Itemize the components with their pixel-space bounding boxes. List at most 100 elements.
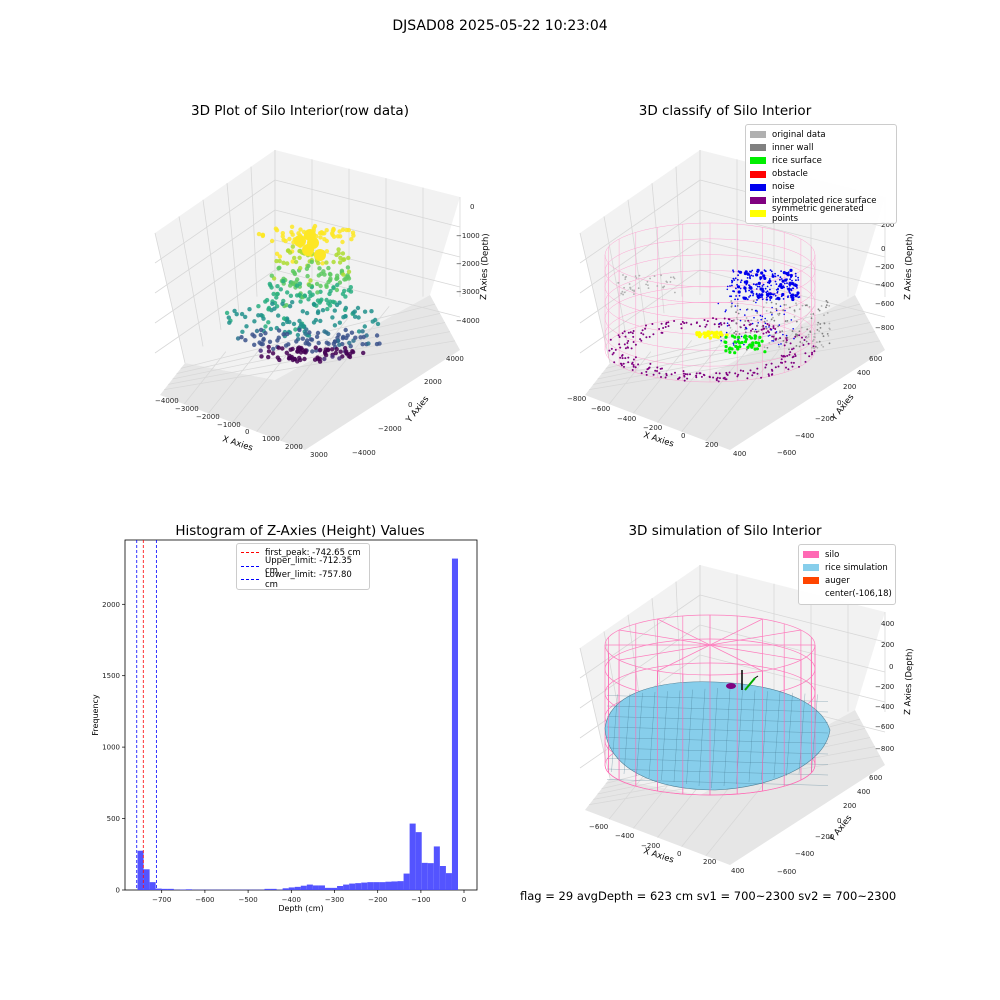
noise-point — [740, 335, 743, 338]
interpolated-point — [703, 319, 706, 321]
noise-point — [745, 327, 748, 330]
simulation-legend-item: silo — [803, 548, 891, 561]
interpolated-point — [645, 324, 647, 327]
raw-ytick: −4000 — [352, 449, 376, 457]
legend-label: obstacle — [772, 169, 808, 180]
original-point — [673, 277, 676, 280]
raw-point — [276, 345, 281, 350]
interpolated-point — [632, 364, 635, 366]
original-point — [670, 276, 672, 279]
noise-point — [758, 285, 761, 288]
interpolated-point — [785, 339, 788, 342]
raw-point — [324, 297, 329, 303]
interpolated-point — [673, 320, 676, 322]
raw-point — [331, 259, 336, 265]
original-point — [786, 336, 789, 339]
rice-mesh-line — [686, 689, 693, 785]
raw-point — [281, 316, 287, 321]
interpolated-point — [772, 335, 775, 338]
interpolated-point — [774, 366, 777, 369]
symmetric-point — [699, 332, 703, 337]
noise-point — [770, 270, 773, 273]
interpolated-point — [634, 366, 637, 369]
rice-mesh-line — [606, 705, 829, 713]
original-point — [826, 333, 829, 335]
gridline — [579, 209, 701, 294]
interpolated-point — [802, 344, 805, 346]
raw-xtick: −3000 — [175, 405, 199, 413]
rice-surface-point — [735, 345, 739, 349]
raw-point — [336, 247, 341, 252]
raw-point — [276, 313, 281, 318]
original-point — [812, 338, 815, 341]
rice-surface-point — [730, 347, 734, 351]
interpolated-point — [620, 364, 623, 367]
interpolated-point — [678, 377, 681, 380]
gridline — [699, 209, 886, 258]
noise-point — [744, 314, 746, 316]
interpolated-point — [712, 376, 715, 379]
rice-surface-point — [727, 347, 731, 351]
simulation-silo-wireframe-front — [604, 645, 816, 796]
interpolated-point — [787, 368, 790, 371]
noise-point — [738, 294, 741, 297]
histogram-title: Histogram of Z-Axies (Height) Values — [175, 523, 425, 539]
interpolated-point — [619, 356, 622, 359]
original-point — [737, 312, 740, 315]
interpolated-point — [682, 372, 685, 375]
noise-point — [736, 283, 738, 286]
original-point — [804, 304, 807, 307]
symmetric-point — [714, 331, 719, 335]
legend-label: center(-106,18) — [825, 589, 892, 600]
raw-point — [334, 276, 339, 282]
original-point — [778, 346, 781, 348]
interpolated-point — [698, 325, 701, 328]
original-point — [789, 306, 791, 309]
interpolated-point — [683, 374, 686, 377]
raw-point — [240, 329, 245, 334]
raw-point — [244, 324, 249, 329]
raw-point — [298, 265, 303, 271]
legend-label: Upper_limit: -712.35 cm — [265, 556, 353, 577]
noise-point — [752, 293, 755, 295]
interpolated-point — [621, 354, 624, 356]
simulation-plot-title: 3D simulation of Silo Interior — [628, 523, 822, 539]
original-point — [781, 330, 784, 332]
histogram-bar — [373, 882, 380, 890]
interpolated-point — [726, 374, 729, 376]
original-point — [778, 330, 781, 332]
noise-point — [735, 287, 737, 290]
raw-point — [360, 342, 365, 347]
raw-point — [322, 329, 327, 334]
histogram-ytick: 500 — [107, 815, 120, 823]
original-point — [816, 329, 819, 331]
raw-point — [287, 236, 292, 242]
gridline — [699, 594, 886, 643]
noise-point — [779, 276, 782, 279]
simulation-ztick: 400 — [881, 620, 894, 628]
noise-point — [781, 292, 785, 297]
interpolated-point — [690, 323, 693, 326]
noise-point — [732, 269, 734, 272]
gridline — [202, 199, 222, 330]
histogram-bar — [294, 886, 301, 890]
raw-point — [345, 265, 351, 270]
noise-point — [759, 314, 762, 317]
classify-ztick: −200 — [875, 263, 894, 271]
classify-z-axis-label: Z Axies (Depth) — [903, 233, 915, 300]
original-point — [788, 348, 790, 351]
interpolated-point — [719, 377, 721, 380]
noise-point — [731, 302, 733, 305]
classify-xtick: −800 — [567, 395, 586, 403]
original-point — [744, 331, 747, 334]
rice-surface-point — [733, 351, 737, 355]
rice-surface-point — [740, 340, 744, 345]
noise-point — [782, 298, 785, 300]
classify-ytick: 400 — [857, 369, 870, 377]
noise-point — [724, 310, 727, 313]
classify-ytick: −200 — [815, 415, 834, 423]
raw-point — [326, 265, 331, 271]
raw-ytick: 4000 — [446, 355, 464, 363]
raw-point — [298, 299, 303, 304]
classify-ytick: 600 — [869, 355, 882, 363]
